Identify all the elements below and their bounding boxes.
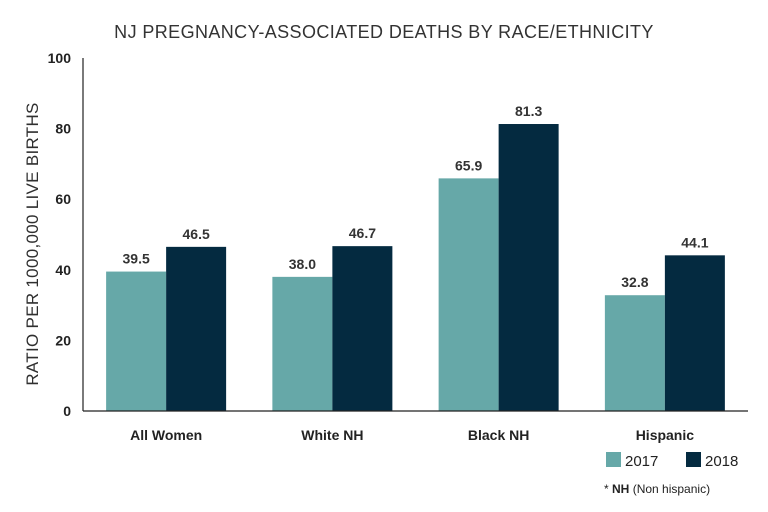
legend-label-2017: 2017: [625, 453, 658, 470]
legend-label-2018: 2018: [705, 453, 738, 470]
category-label: Black NH: [468, 427, 529, 443]
data-label: 46.5: [183, 226, 210, 242]
data-label: 38.0: [289, 256, 316, 272]
y-axis-label: RATIO PER 1000,000 LIVE BIRTHS: [23, 102, 42, 385]
bar-2017-hispanic: [604, 295, 665, 411]
footnote: * NH (Non hispanic): [604, 482, 710, 496]
bar-2017-white-nh: [272, 276, 333, 411]
data-label: 39.5: [123, 251, 150, 267]
category-label: Hispanic: [636, 427, 695, 443]
bar-2018-hispanic: [664, 255, 725, 411]
category-label: All Women: [130, 427, 202, 443]
bar-2017-black-nh: [438, 178, 499, 411]
data-label: 65.9: [455, 157, 482, 173]
data-label: 81.3: [515, 103, 542, 119]
footnote-marker: *: [604, 482, 612, 496]
legend-swatch-2017: [606, 452, 621, 467]
bar-2017-all-women: [106, 271, 167, 411]
category-labels: All Women White NH Black NH Hispanic: [130, 427, 694, 443]
footnote-abbrev: NH: [612, 482, 629, 496]
data-label: 46.7: [349, 225, 376, 241]
y-tick-label: 20: [55, 332, 71, 348]
data-label: 44.1: [681, 234, 708, 250]
footnote-text: (Non hispanic): [629, 482, 710, 496]
legend-swatch-2018: [686, 452, 701, 467]
bars: [106, 124, 725, 412]
y-tick-label: 80: [55, 121, 71, 137]
bar-2018-all-women: [166, 246, 227, 411]
category-label: White NH: [301, 427, 363, 443]
y-axis-ticks: 0 20 40 60 80 100: [48, 50, 72, 419]
data-labels: 39.5 46.5 38.0 46.7 65.9 81.3 32.8 44.1: [123, 103, 709, 290]
legend: 2017 2018: [606, 452, 738, 470]
y-tick-label: 40: [55, 262, 71, 278]
bar-2018-black-nh: [498, 124, 559, 412]
y-tick-label: 60: [55, 191, 71, 207]
y-tick-label: 0: [63, 403, 71, 419]
y-tick-label: 100: [48, 50, 72, 66]
bar-2018-white-nh: [332, 246, 393, 411]
chart-title: NJ PREGNANCY-ASSOCIATED DEATHS BY RACE/E…: [114, 22, 654, 42]
data-label: 32.8: [621, 274, 648, 290]
